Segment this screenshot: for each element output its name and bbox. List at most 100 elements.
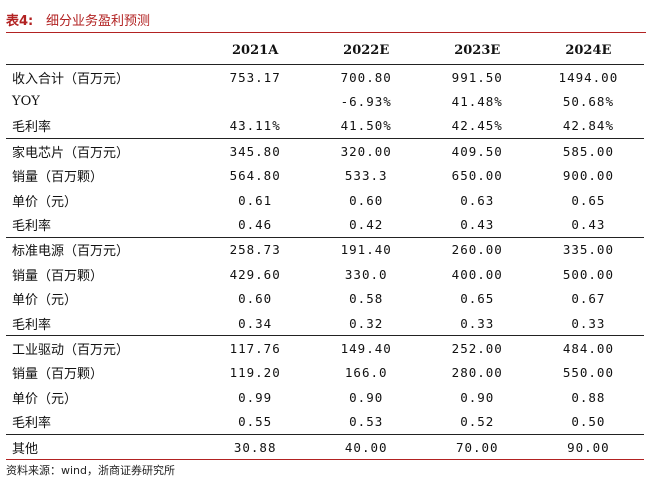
cell-value: 0.52 [421,409,533,435]
cell-value: 400.00 [451,266,503,282]
cell-value: 117.76 [229,340,281,356]
table-row: 家电芯片（百万元） 345.80 320.00 409.50 585.00 [6,139,644,164]
row-label: 销量（百万颗） [12,367,104,383]
table-row: 销量（百万颗） 429.60 330.0 400.00 500.00 [6,262,644,286]
table-row: YOY -6.93% 41.48% 50.68% [6,89,644,113]
row-label: 销量（百万颗） [12,268,104,284]
header-row: 2021A 2022E 2023E 2024E [6,36,644,65]
cell-value: 335.00 [562,242,614,258]
cell-value: 258.73 [229,242,281,258]
cell-value: 149.40 [340,340,392,356]
cell-value: 330.0 [344,266,388,282]
table-row: 毛利率 0.55 0.53 0.52 0.50 [6,409,644,435]
cell-value: 991.50 [451,69,503,85]
cell-value: 500.00 [562,266,614,282]
cell-value: 550.00 [562,365,614,381]
row-label: 毛利率 [6,409,200,435]
cell-value: 345.80 [229,143,281,159]
row-label: 单价（元） [12,391,78,407]
header-2024e: 2024E [532,36,644,65]
cell-value: 0.58 [349,291,384,307]
cell-value: 533.3 [344,168,388,184]
table-row: 销量（百万颗） 564.80 533.3 650.00 900.00 [6,164,644,188]
header-2023e: 2023E [421,36,533,65]
cell-value: 0.34 [199,310,311,337]
cell-value: 409.50 [451,143,503,159]
table-row: 收入合计（百万元） 753.17 700.80 991.50 1494.00 [6,65,644,90]
row-label: 销量（百万颗） [12,170,104,186]
table-row: 单价（元） 0.99 0.90 0.90 0.88 [6,385,644,409]
cell-value: -6.93% [340,94,392,110]
cell-value: 0.65 [571,192,606,208]
header-2021a: 2021A [199,36,311,65]
table-row: 毛利率 43.11% 41.50% 42.45% 42.84% [6,113,644,140]
row-label: 标准电源（百万元） [12,244,130,260]
table-row: 标准电源（百万元） 258.73 191.40 260.00 335.00 [6,237,644,262]
cell-value: 429.60 [229,266,281,282]
cell-value: 0.60 [238,291,273,307]
cell-value: 70.00 [421,434,533,461]
cell-value: 0.43 [532,212,644,238]
cell-value: 0.65 [460,291,495,307]
cell-value: 90.00 [532,434,644,461]
table-row: 工业驱动（百万元） 117.76 149.40 252.00 484.00 [6,336,644,361]
table-number: 表4: [6,14,34,29]
table-row: 其他 30.88 40.00 70.00 90.00 [6,434,644,461]
header-2022e: 2022E [310,36,422,65]
cell-value: 41.48% [451,94,503,110]
cell-value: 1494.00 [558,69,619,85]
cell-value: 191.40 [340,242,392,258]
source-note: 资料来源：wind，浙商证券研究所 [6,464,176,477]
cell-value: 484.00 [562,340,614,356]
table-row: 销量（百万颗） 119.20 166.0 280.00 550.00 [6,361,644,385]
cell-value: 43.11% [199,113,311,140]
cell-value: 50.68% [562,94,614,110]
row-label: 毛利率 [6,310,200,337]
table-title: 细分业务盈利预测 [46,14,151,29]
cell-value [200,89,311,113]
row-label: 单价（元） [12,293,78,309]
cell-value: 260.00 [451,242,503,258]
cell-value: 0.88 [571,389,606,405]
cell-value: 0.43 [421,212,533,238]
table-row: 毛利率 0.34 0.32 0.33 0.33 [6,310,644,337]
table-row: 单价（元） 0.60 0.58 0.65 0.67 [6,287,644,311]
table-title-bar: 表4: 细分业务盈利预测 [6,8,646,33]
cell-value: 0.33 [421,310,533,337]
row-label: YOY [12,94,40,110]
cell-value: 585.00 [562,143,614,159]
cell-value: 0.53 [310,409,422,435]
header-blank [6,36,200,65]
table-row: 单价（元） 0.61 0.60 0.63 0.65 [6,188,644,212]
table-row: 毛利率 0.46 0.42 0.43 0.43 [6,212,644,238]
cell-value: 119.20 [229,365,281,381]
cell-value: 0.42 [310,212,422,238]
row-label: 毛利率 [6,113,200,140]
cell-value: 42.84% [532,113,644,140]
row-label: 单价（元） [12,194,78,210]
cell-value: 650.00 [451,168,503,184]
row-label: 其他 [6,434,200,461]
row-label: 工业驱动（百万元） [12,342,130,358]
cell-value: 0.50 [532,409,644,435]
row-label: 毛利率 [6,212,200,238]
cell-value: 0.32 [310,310,422,337]
cell-value: 0.99 [238,389,273,405]
cell-value: 753.17 [229,69,281,85]
cell-value: 700.80 [340,69,392,85]
cell-value: 0.55 [199,409,311,435]
row-label: 收入合计（百万元） [12,71,130,87]
cell-value: 0.33 [532,310,644,337]
cell-value: 0.46 [199,212,311,238]
row-label: 家电芯片（百万元） [12,145,130,161]
cell-value: 42.45% [421,113,533,140]
cell-value: 0.90 [460,389,495,405]
cell-value: 0.90 [349,389,384,405]
cell-value: 166.0 [344,365,388,381]
cell-value: 320.00 [340,143,392,159]
cell-value: 900.00 [562,168,614,184]
cell-value: 40.00 [310,434,422,461]
cell-value: 564.80 [229,168,281,184]
forecast-table: 2021A 2022E 2023E 2024E 收入合计（百万元） 753.17… [6,36,644,461]
cell-value: 30.88 [199,434,311,461]
